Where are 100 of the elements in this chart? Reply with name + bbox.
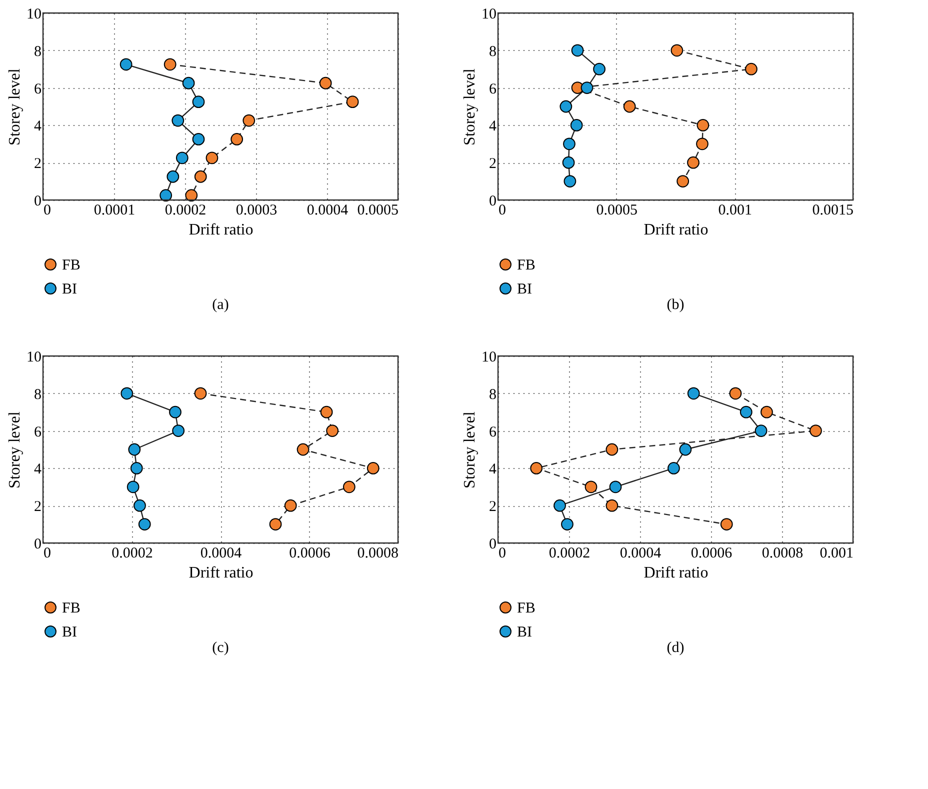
- x-axis-title: Drift ratio: [644, 222, 708, 238]
- y-tick-label: 2: [34, 499, 42, 516]
- point: [284, 499, 297, 512]
- y-tick-label: 2: [34, 156, 42, 172]
- point: [720, 518, 733, 530]
- y-axis-title: Storey level: [6, 68, 24, 146]
- y-tick-label: 10: [482, 350, 496, 366]
- point: [269, 518, 282, 530]
- legend-label: FB: [517, 258, 536, 274]
- point: [760, 406, 773, 418]
- point: [668, 462, 680, 474]
- point: [230, 133, 244, 146]
- point: [530, 462, 543, 474]
- x-tick-label: 0.0002: [548, 546, 590, 562]
- x-tick-label: 0.0004: [306, 202, 349, 218]
- x-tick-label: 0.0002: [112, 546, 153, 562]
- point: [172, 424, 185, 437]
- point: [182, 76, 195, 90]
- legend-label: BI: [517, 282, 532, 298]
- point: [169, 406, 182, 418]
- x-tick-label: 0.001: [820, 546, 854, 562]
- point: [687, 387, 700, 400]
- point: [138, 518, 151, 530]
- legend-label: FB: [62, 600, 80, 616]
- point: [366, 462, 380, 474]
- x-axis-title: Drift ratio: [644, 564, 708, 582]
- point: [126, 480, 140, 494]
- y-tick-label: 10: [482, 6, 496, 22]
- point: [320, 406, 333, 418]
- point: [134, 499, 146, 512]
- point: [754, 424, 768, 437]
- y-tick-label: 4: [489, 462, 497, 478]
- y-tick-label: 10: [26, 6, 42, 22]
- legend-label: FB: [517, 600, 536, 616]
- legend-label: BI: [517, 624, 532, 640]
- point: [194, 170, 207, 183]
- y-axis-title: Storey level: [462, 68, 478, 146]
- point: [176, 152, 188, 164]
- y-tick-label: 2: [489, 499, 496, 516]
- legend-label: BI: [62, 624, 78, 640]
- point: [166, 170, 180, 183]
- y-tick-label: 8: [34, 386, 42, 403]
- point: [164, 58, 176, 71]
- x-tick-label: 0.0015: [812, 202, 854, 218]
- y-tick-label: 6: [34, 424, 42, 440]
- x-tick-label: 0.0008: [357, 546, 398, 562]
- y-tick-label: 4: [34, 462, 42, 478]
- text: (b): [666, 297, 684, 313]
- x-tick-label: 0.0008: [762, 546, 804, 562]
- point: [810, 424, 822, 437]
- y-tick-label: 8: [489, 44, 496, 60]
- x-tick-label: 0.0002: [164, 202, 206, 218]
- text: (d): [666, 640, 684, 656]
- point: [606, 443, 618, 456]
- point: [609, 480, 622, 494]
- point: [319, 76, 332, 90]
- x-tick-label: 0.0005: [596, 202, 638, 218]
- point: [679, 443, 692, 456]
- x-tick-label: 0.0005: [357, 202, 398, 218]
- point: [185, 189, 198, 202]
- y-axis-title: Storey level: [6, 411, 24, 488]
- legend-label: BI: [62, 282, 78, 298]
- point: [206, 152, 218, 164]
- y-tick-label: 6: [34, 81, 42, 98]
- point: [561, 518, 574, 530]
- point: [172, 114, 184, 127]
- point: [729, 387, 742, 400]
- text: (a): [212, 297, 229, 313]
- legend-label: FB: [62, 258, 80, 274]
- point: [326, 424, 339, 437]
- point: [554, 499, 566, 512]
- x-axis-title: Drift ratio: [188, 222, 254, 238]
- x-tick-label: 0.0004: [620, 546, 662, 562]
- point: [120, 387, 134, 400]
- y-tick-label: 2: [489, 156, 496, 172]
- point: [342, 480, 356, 494]
- x-tick-label: 0.0006: [289, 546, 331, 562]
- y-tick-label: 8: [34, 44, 42, 60]
- point: [296, 443, 310, 456]
- y-tick-label: 6: [489, 424, 497, 440]
- x-tick-label: 0.0003: [236, 202, 278, 218]
- point: [130, 462, 143, 474]
- point: [584, 480, 598, 494]
- point: [192, 96, 205, 108]
- point: [242, 114, 256, 127]
- x-tick-label: 0.0001: [94, 202, 136, 218]
- point: [606, 499, 618, 512]
- point: [194, 387, 207, 400]
- point: [346, 96, 359, 108]
- x-axis-title: Drift ratio: [188, 564, 254, 582]
- y-tick-label: 10: [26, 350, 42, 366]
- point: [192, 133, 205, 146]
- point: [160, 189, 172, 202]
- x-tick-label: 0.0004: [200, 546, 242, 562]
- y-tick-label: 6: [489, 81, 497, 98]
- x-tick-label: 0.0006: [690, 546, 733, 562]
- text: (c): [212, 640, 229, 656]
- y-tick-label: 4: [489, 118, 497, 135]
- y-axis-title: Storey level: [462, 411, 478, 488]
- x-tick-label: 0.001: [718, 202, 752, 218]
